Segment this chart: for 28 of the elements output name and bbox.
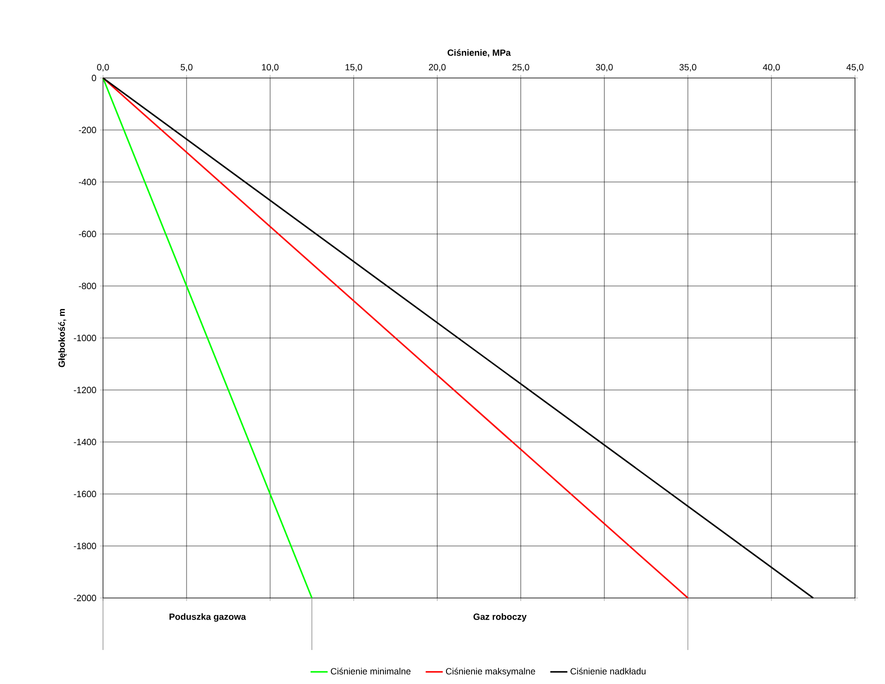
y-axis-title: Głębokość, m: [58, 309, 67, 368]
legend-label: Ciśnienie nadkładu: [570, 668, 646, 674]
text: Gaz roboczy: [474, 613, 527, 622]
x-tick-label: 45,0: [846, 64, 864, 72]
x-tick-label: 30,0: [596, 64, 613, 72]
y-tick-label: -800: [78, 282, 96, 290]
x-tick-label: 20,0: [428, 64, 446, 72]
y-tick-label: -1000: [74, 334, 96, 342]
y-tick-label: -600: [78, 230, 96, 238]
x-tick-label: 0,0: [97, 64, 109, 72]
x-tick-label: 40,0: [762, 64, 780, 72]
y-tick-label: -400: [78, 178, 96, 186]
text: Poduszka gazowa: [170, 613, 246, 622]
y-tick-label: -1800: [74, 542, 96, 550]
y-tick-label: -1200: [74, 386, 96, 394]
x-tick-label: 25,0: [512, 64, 530, 72]
x-tick-label: 5,0: [180, 64, 192, 72]
y-tick-label: 0: [92, 74, 96, 82]
y-tick-label: -1600: [74, 490, 96, 498]
legend-label: Ciśnienie minimalne: [330, 668, 411, 674]
x-tick-label: 35,0: [679, 64, 696, 72]
legend-label: Ciśnienie maksymalne: [446, 668, 536, 676]
y-tick-label: -1400: [74, 438, 96, 446]
x-tick-label: 10,0: [262, 64, 279, 72]
x-axis-title: Ciśnienie, MPa: [448, 49, 511, 58]
x-tick-label: 15,0: [346, 64, 362, 72]
y-tick-label: -2000: [74, 594, 96, 602]
y-tick-label: -200: [78, 126, 96, 134]
